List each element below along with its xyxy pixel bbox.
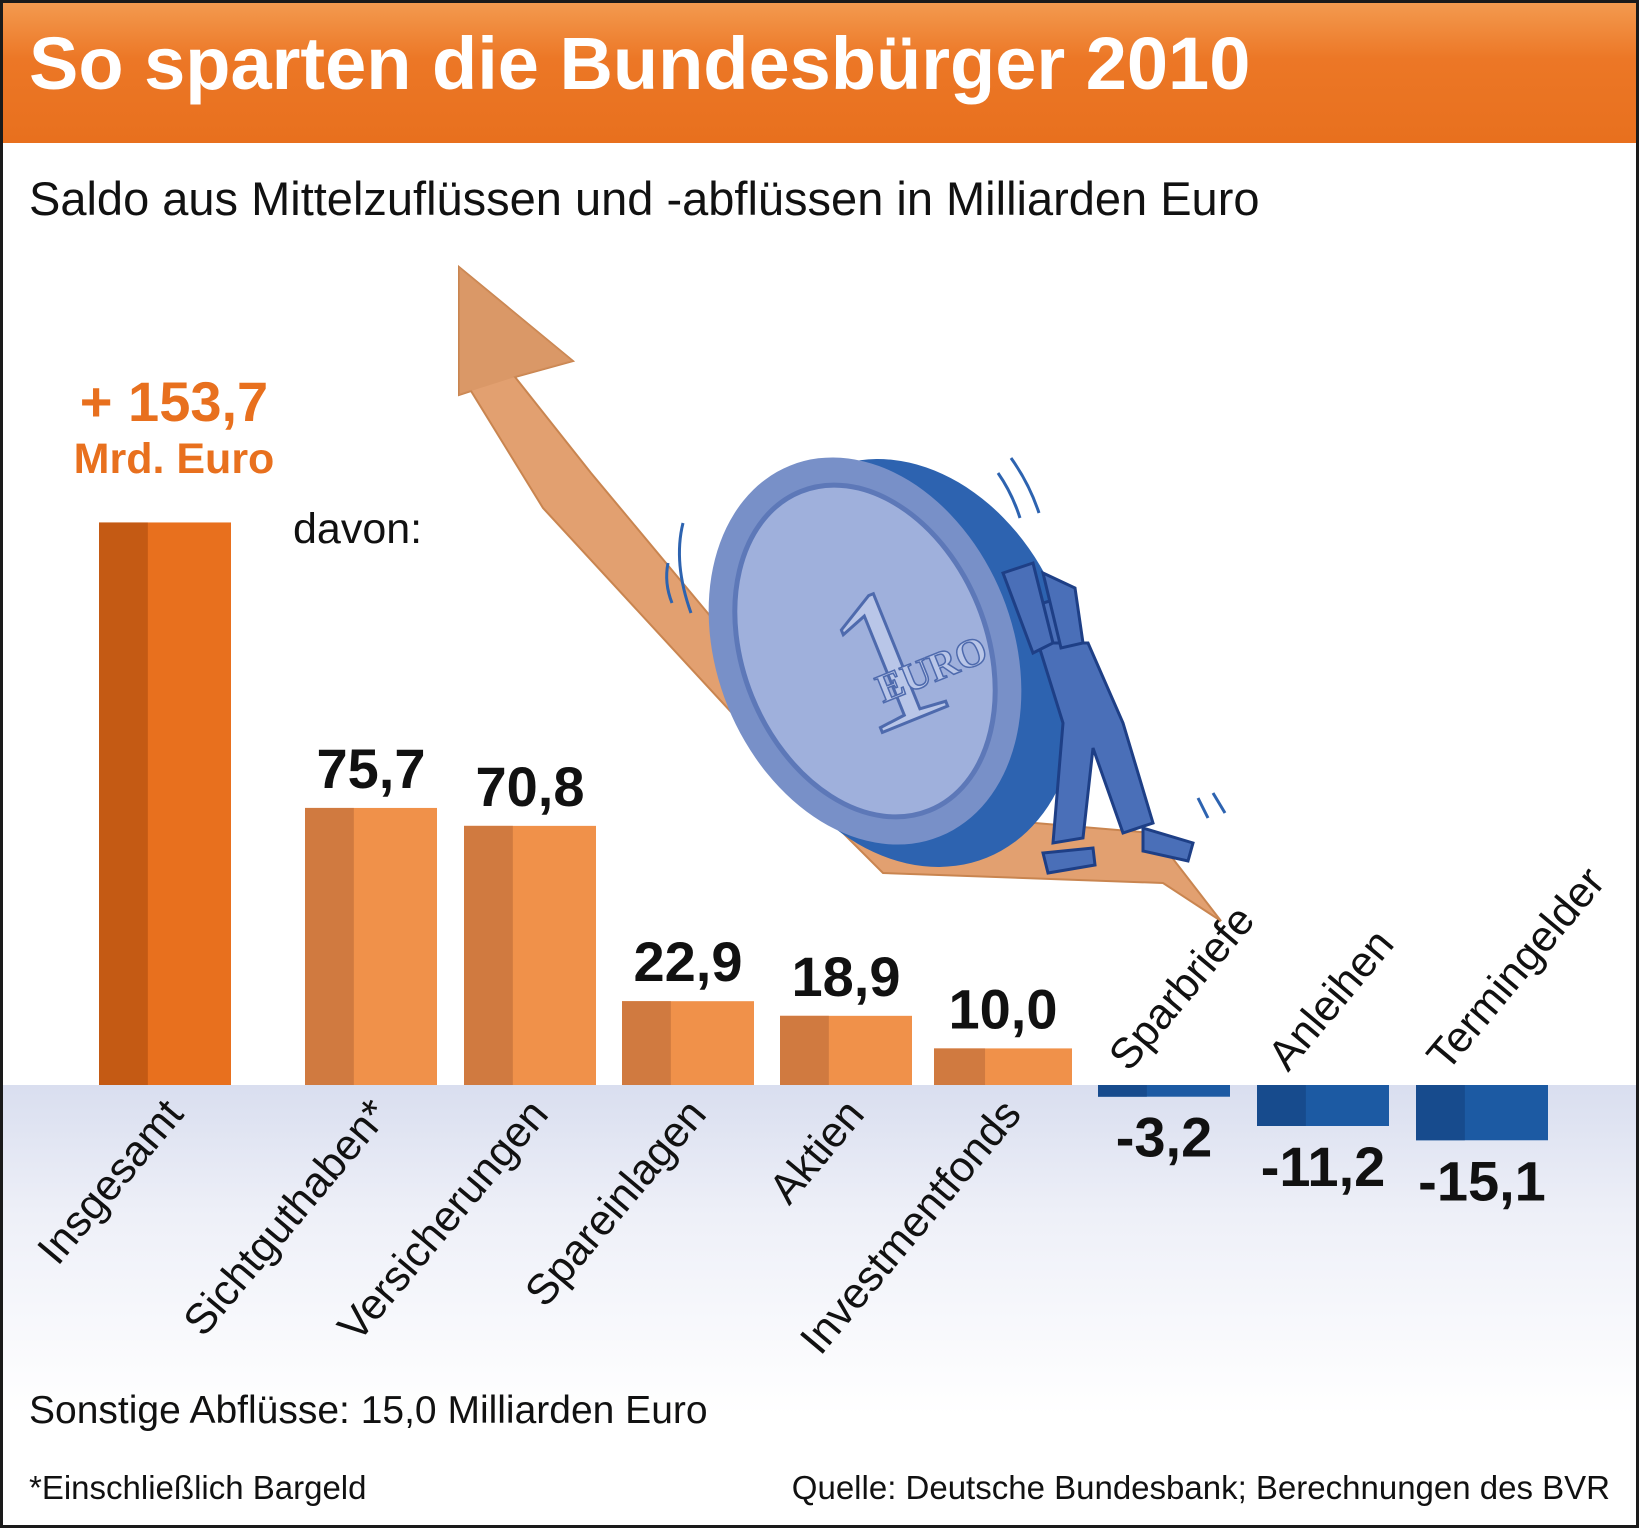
category-label-aktien: Aktien (760, 1091, 874, 1213)
davon-label: davon: (293, 505, 423, 553)
bar-sparbriefe (1098, 1085, 1230, 1097)
bar-shade-versicherungen (464, 825, 513, 1085)
other-outflows-note: Sonstige Abflüsse: 15,0 Milliarden Euro (29, 1389, 708, 1432)
bar-insgesamt (99, 522, 231, 1085)
bar-shade-termingelder (1416, 1085, 1465, 1141)
rising-arrow-shade (459, 267, 573, 395)
bar-versicherungen (464, 825, 596, 1085)
footnote: *Einschließlich Bargeld (29, 1469, 367, 1506)
source-note: Quelle: Deutsche Bundesbank; Berechnunge… (791, 1469, 1610, 1506)
category-label-termingelder: Termingelder (1418, 858, 1615, 1079)
bar-spareinlagen (622, 1001, 754, 1085)
value-label-investmentfonds: 10,0 (949, 977, 1058, 1040)
negative-zone-background (3, 1085, 1636, 1415)
bar-shade-investmentfonds (934, 1048, 986, 1085)
bar-investmentfonds (934, 1048, 1072, 1085)
bar-shade-sparbriefe (1098, 1085, 1147, 1097)
bar-shade-sichtguthaben (305, 807, 354, 1085)
value-label-aktien: 18,9 (792, 945, 901, 1008)
bar-aktien (780, 1015, 912, 1085)
bar-shade-insgesamt (99, 522, 148, 1085)
bar-termingelder (1416, 1085, 1548, 1141)
title-banner: So sparten die Bundesbürger 2010 (3, 3, 1636, 143)
bars-layer (99, 522, 1548, 1141)
value-label-anleihen: -11,2 (1261, 1135, 1386, 1198)
euro-coin-icon: 1 EURO (708, 457, 1078, 867)
chart-subtitle: Saldo aus Mittelzuflüssen und -abflüssen… (29, 172, 1260, 225)
category-label-sparbriefe: Sparbriefe (1100, 897, 1264, 1080)
category-label-insgesamt: Insgesamt (28, 1091, 192, 1274)
value-label-sparbriefe: -3,2 (1116, 1106, 1213, 1169)
value-label-spareinlagen: 22,9 (634, 930, 743, 993)
chart-title: So sparten die Bundesbürger 2010 (29, 22, 1251, 105)
total-value-label: + 153,7 (79, 370, 269, 433)
motion-lines-icon (665, 457, 1227, 819)
bar-face-sparbriefe (1098, 1085, 1230, 1097)
bar-shade-aktien (780, 1015, 829, 1085)
man-pushing-euro-coin-up-arrow-icon: 1 EURO (458, 264, 1227, 922)
bar-sichtguthaben (305, 807, 437, 1085)
value-label-sichtguthaben: 75,7 (317, 737, 426, 800)
category-label-anleihen: Anleihen (1259, 920, 1403, 1079)
value-label-versicherungen: 70,8 (476, 755, 585, 818)
bar-shade-anleihen (1257, 1085, 1306, 1126)
value-label-termingelder: -15,1 (1418, 1149, 1546, 1212)
bar-anleihen (1257, 1085, 1389, 1126)
man-figure-icon (1001, 561, 1195, 875)
total-unit-label: Mrd. Euro (73, 435, 275, 483)
bar-shade-spareinlagen (622, 1001, 671, 1085)
